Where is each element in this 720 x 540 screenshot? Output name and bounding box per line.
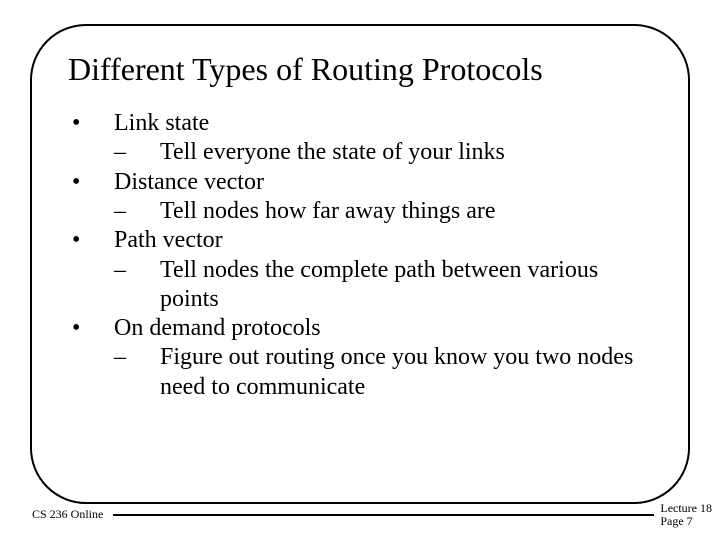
bullet-label: Link state (114, 109, 652, 138)
dash-icon: – (114, 343, 160, 372)
slide-frame: Different Types of Routing Protocols • L… (30, 24, 690, 504)
bullet-icon: • (68, 226, 114, 255)
footer-divider (113, 514, 654, 516)
sub-label: Tell nodes how far away things are (160, 197, 652, 226)
slide-content: • Link state – Tell everyone the state o… (68, 109, 652, 402)
bullet-list: • Link state – Tell everyone the state o… (68, 109, 652, 402)
list-item: • On demand protocols – Figure out routi… (68, 314, 652, 402)
footer-lecture: Lecture 18 (660, 501, 712, 515)
list-item: • Path vector – Tell nodes the complete … (68, 226, 652, 314)
footer-left-text: CS 236 Online (8, 507, 109, 522)
dash-icon: – (114, 256, 160, 285)
slide-title: Different Types of Routing Protocols (68, 52, 652, 87)
list-item: • Distance vector – Tell nodes how far a… (68, 168, 652, 227)
dash-icon: – (114, 197, 160, 226)
bullet-icon: • (68, 109, 114, 138)
sub-label: Figure out routing once you know you two… (160, 343, 652, 402)
bullet-icon: • (68, 314, 114, 343)
bullet-label: Distance vector (114, 168, 652, 197)
slide-footer: CS 236 Online Lecture 18 Page 7 (8, 502, 712, 528)
bullet-label: Path vector (114, 226, 652, 255)
footer-page: Page 7 (660, 514, 692, 528)
bullet-icon: • (68, 168, 114, 197)
sub-label: Tell everyone the state of your links (160, 138, 652, 167)
sub-label: Tell nodes the complete path between var… (160, 256, 652, 315)
list-item: • Link state – Tell everyone the state o… (68, 109, 652, 168)
dash-icon: – (114, 138, 160, 167)
footer-right-text: Lecture 18 Page 7 (658, 502, 712, 528)
bullet-label: On demand protocols (114, 314, 652, 343)
